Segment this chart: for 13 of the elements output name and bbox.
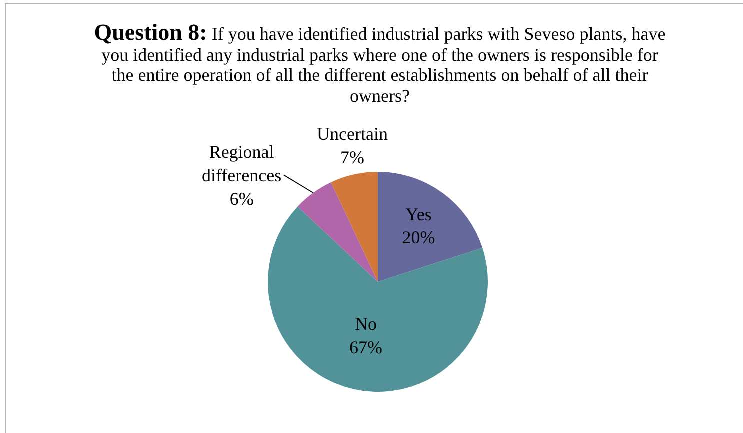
- data-label: 20%: [402, 228, 436, 248]
- pie-slice: [298, 182, 378, 282]
- slice-label: Regional differences: [202, 142, 282, 186]
- data-label: 67%: [350, 337, 382, 358]
- pie-slice: [331, 172, 378, 282]
- pie-slice: [378, 172, 483, 282]
- chart-title: Question 8: If you have identified industrial parks with Seveso plants, have you identified any industrial parks where one of the owners is responsible for the entire operation of all the different establishments on behalf of all their owners?: [94, 20, 666, 106]
- data-label: 7%: [340, 147, 364, 168]
- slice-label: No: [355, 314, 377, 334]
- pie-slice: [268, 206, 488, 392]
- slice-label: Yes: [406, 204, 432, 224]
- slice-label: Uncertain: [317, 124, 388, 144]
- data-label: 6%: [230, 188, 254, 209]
